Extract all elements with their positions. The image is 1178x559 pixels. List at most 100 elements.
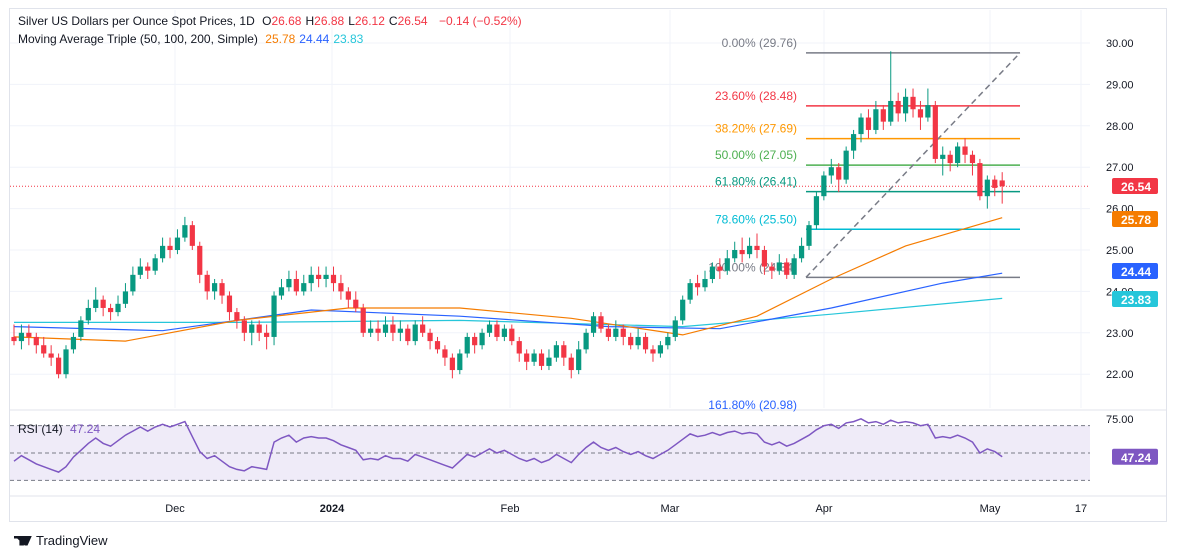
candle-body [680,299,686,321]
ma-title: Moving Average Triple (50, 100, 200, Sim… [18,32,258,46]
candle-body [969,154,976,164]
candle-body [538,353,545,366]
candle-body [204,274,210,292]
candle-body [702,278,708,288]
candle-body [41,345,47,354]
fib-level-label: 78.60% (25.50) [715,212,797,226]
fib-level-label: 50.00% (27.05) [715,148,797,162]
candle-body [732,250,738,259]
candle-body [992,179,998,188]
candle-body [234,312,240,321]
ohlc-label-l: L [348,14,355,28]
time-tick-label: 17 [1075,503,1087,515]
candle-body [345,291,351,300]
candle-body [650,349,656,354]
price-tick-label: 29.00 [1106,79,1134,91]
symbol-title: Silver US Dollars per Ounce Spot Prices,… [18,14,255,28]
candle-body [78,320,84,337]
candle-body [368,328,374,333]
price-label-box [1112,178,1158,194]
candle-body [390,324,396,333]
price-axis[interactable]: 30.0029.0028.0027.0026.0025.0024.0023.00… [1106,38,1134,381]
candle-body [888,100,894,122]
rsi-pane[interactable]: 75.00 47.24 [10,414,1158,481]
moving-averages [13,217,1003,342]
candle-body [353,299,359,308]
price-tick-label: 25.00 [1106,245,1134,257]
time-tick-label: May [980,503,1001,515]
candlestick-series [11,51,1005,379]
candle-body [709,266,716,279]
time-axis[interactable]: Dec 2024 Feb Mar Apr May 17 [165,503,1087,515]
price-tick-label: 28.00 [1106,121,1134,133]
price-labels: 26.54 25.78 24.44 23.83 [1112,178,1158,307]
rsi-value-text: 47.24 [1121,451,1151,465]
price-tick-label: 27.00 [1106,162,1134,174]
candle-body [85,307,91,321]
candle-body [167,245,173,250]
candle-body [137,266,143,275]
price-label-text: 25.78 [1121,213,1151,227]
candle-body [449,357,455,371]
candle-body [821,175,827,197]
candle-body [828,167,834,176]
candle-body [769,266,775,271]
candle-body [955,146,961,164]
candle-body [130,274,136,292]
candle-body [761,250,768,267]
candle-body [212,283,218,292]
time-tick-label: Dec [165,503,185,515]
ohlc-label-h: H [305,14,315,28]
candle-body [100,299,106,308]
price-label-text: 26.54 [1121,180,1151,194]
time-tick-label: Apr [815,503,832,515]
candle-body [442,349,448,358]
candle-body [264,332,270,337]
candle-body [940,154,946,159]
candle-body [316,274,322,279]
candle-body [531,353,537,362]
candle-body [501,328,507,337]
candle-body [271,295,277,337]
price-label-box [1112,291,1158,307]
price-tick-label: 22.00 [1106,369,1134,381]
candle-body [754,245,760,250]
candle-body [947,154,953,164]
candle-body [256,324,262,333]
fib-level-label: 61.80% (26.41) [715,175,797,189]
price-tick-label: 30.00 [1106,38,1134,50]
candle-body [687,283,693,300]
candle-body [382,324,389,333]
candle-body [598,316,604,329]
rsi-line [13,417,1003,473]
candle-body [642,336,649,350]
time-tick-label: Feb [501,503,520,515]
candle-body [613,328,619,337]
rsi-tick-label: 75.00 [1106,414,1134,426]
candle-body [375,328,381,333]
candle-body [494,324,500,337]
fib-trend-line [805,52,1021,278]
candle-body [895,100,901,114]
chart-frame [9,8,1167,522]
candle-body [33,336,39,346]
candle-body [405,328,411,342]
candle-body [739,250,745,255]
candle-body [984,179,990,197]
candle-body [457,353,463,371]
candle-body [605,328,611,337]
candle-body [434,341,441,350]
candle-body [107,307,114,313]
tradingview-logo[interactable]: TradingView [14,533,108,548]
ohlc-value-l: 26.12 [354,14,385,28]
fibonacci-retracement[interactable]: 0.00% (29.76) 23.60% (28.48) 38.20% (27.69… [708,36,1021,412]
tradingview-logo-icon [14,535,32,546]
candle-body [472,336,478,346]
candle-body [464,336,470,354]
candle-body [420,324,426,333]
candle-body [836,167,842,180]
candle-body [174,237,181,250]
price-label-text: 24.44 [1121,265,1151,279]
fib-level-label: 161.80% (20.98) [708,398,797,412]
